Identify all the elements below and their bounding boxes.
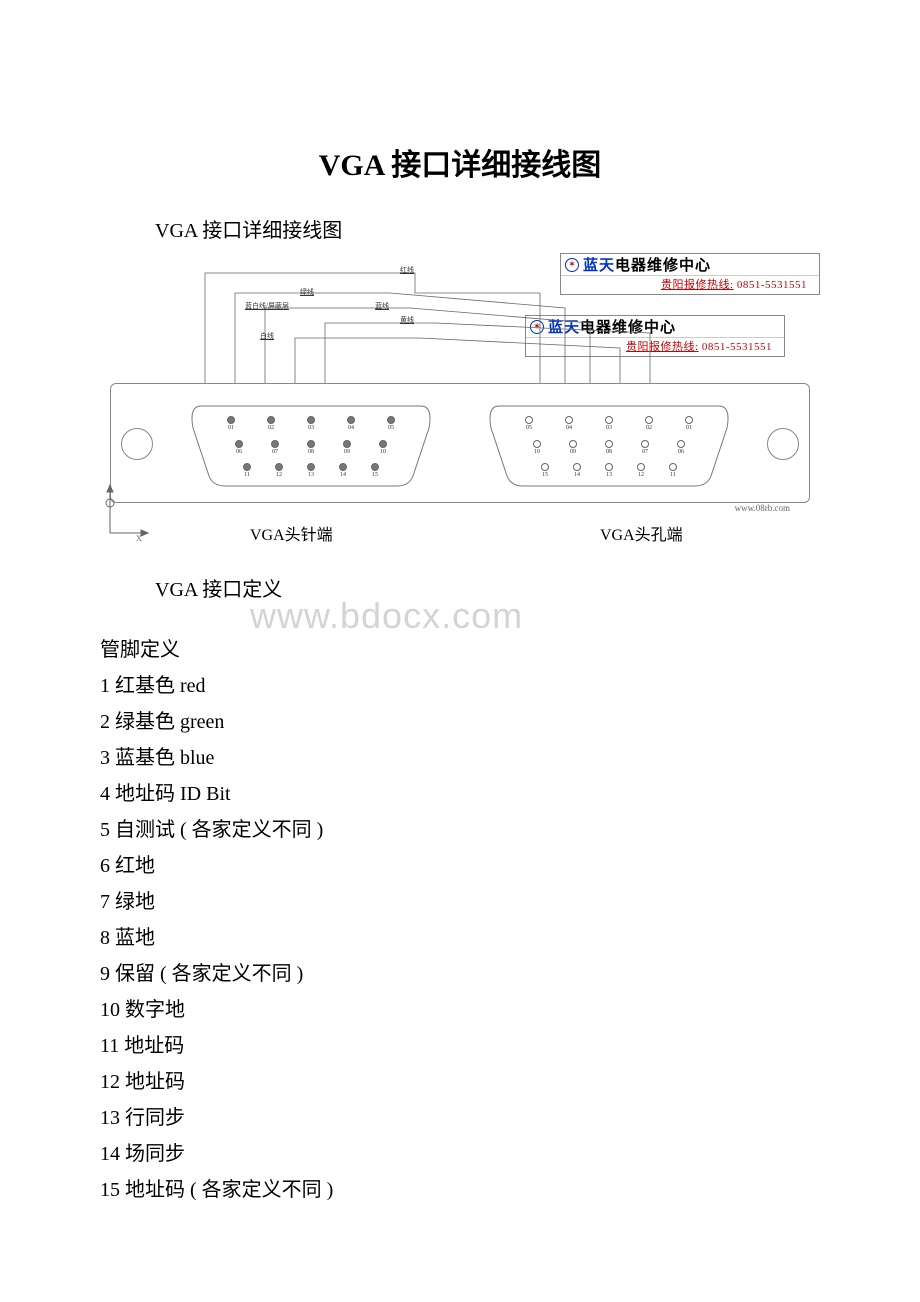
pin-def-line: 6 红地 bbox=[100, 848, 820, 884]
banner-hotline: 贵阳报修热线: 0851-5531551 bbox=[561, 276, 819, 294]
svg-text:X: X bbox=[136, 534, 142, 543]
screw-hole-icon bbox=[121, 428, 153, 460]
wire-label: 蓝白线/屏蔽层 bbox=[245, 301, 289, 311]
watermark-banner-mid: 蓝天 电器维修中心 贵阳报修热线: 0851-5531551 bbox=[525, 315, 785, 357]
pin-def-line: 13 行同步 bbox=[100, 1100, 820, 1136]
sub-heading: VGA 接口详细接线图 bbox=[155, 214, 820, 243]
wire-label: 绿线 bbox=[300, 287, 314, 297]
diagram-url: www.08rb.com bbox=[735, 503, 790, 513]
banner-brand-blue: 蓝天 bbox=[548, 316, 580, 337]
logo-icon bbox=[530, 320, 544, 334]
page-title: VGA 接口详细接线图 bbox=[100, 140, 820, 184]
banner-brand-black: 电器维修中心 bbox=[580, 316, 676, 337]
screw-hole-icon bbox=[767, 428, 799, 460]
vga-female-connector: 05 04 03 02 01 10 09 08 07 06 15 14 13 1… bbox=[479, 398, 739, 490]
pin-definitions: 管脚定义 1 红基色 red 2 绿基色 green 3 蓝基色 blue 4 … bbox=[100, 632, 820, 1208]
banner-brand-blue: 蓝天 bbox=[583, 254, 615, 275]
pin-def-line: 7 绿地 bbox=[100, 884, 820, 920]
wire-label: 红线 bbox=[400, 265, 414, 275]
banner-hotline: 贵阳报修热线: 0851-5531551 bbox=[526, 338, 784, 356]
pin-def-line: 15 地址码 ( 各家定义不同 ) bbox=[100, 1172, 820, 1208]
pin-def-line: 9 保留 ( 各家定义不同 ) bbox=[100, 956, 820, 992]
pin-row-mid: 10 09 08 07 06 bbox=[519, 440, 699, 456]
watermark-banner-top: 蓝天 电器维修中心 贵阳报修热线: 0851-5531551 bbox=[560, 253, 820, 295]
wire-label: 黄线 bbox=[400, 315, 414, 325]
pin-def-line: 3 蓝基色 blue bbox=[100, 740, 820, 776]
logo-icon bbox=[565, 258, 579, 272]
pin-def-line: 10 数字地 bbox=[100, 992, 820, 1028]
connector-label-right: VGA头孔端 bbox=[600, 521, 683, 545]
section-label: VGA 接口定义 bbox=[155, 573, 820, 602]
pin-def-line: 1 红基色 red bbox=[100, 668, 820, 704]
connector-label-left: VGA头针端 bbox=[250, 521, 333, 545]
pin-def-line: 12 地址码 bbox=[100, 1064, 820, 1100]
pin-def-line: 4 地址码 ID Bit bbox=[100, 776, 820, 812]
pin-def-line: 5 自测试 ( 各家定义不同 ) bbox=[100, 812, 820, 848]
pin-def-line: 14 场同步 bbox=[100, 1136, 820, 1172]
pin-def-line: 2 绿基色 green bbox=[100, 704, 820, 740]
pin-row-top: 05 04 03 02 01 bbox=[509, 416, 709, 432]
wire-label: 白线 bbox=[260, 331, 274, 341]
pin-def-header: 管脚定义 bbox=[100, 632, 820, 668]
vga-diagram: 蓝天 电器维修中心 贵阳报修热线: 0851-5531551 蓝天 电器维修中心… bbox=[100, 253, 820, 553]
vga-male-connector: 01 02 03 04 05 06 07 08 09 10 11 12 13 1… bbox=[181, 398, 441, 490]
pin-def-line: 8 蓝地 bbox=[100, 920, 820, 956]
axis-icon: X bbox=[100, 483, 150, 543]
pin-row-bot: 15 14 13 12 11 bbox=[529, 463, 689, 479]
pin-def-line: 11 地址码 bbox=[100, 1028, 820, 1064]
banner-brand-black: 电器维修中心 bbox=[615, 254, 711, 275]
pin-row-mid: 06 07 08 09 10 bbox=[221, 440, 401, 456]
wire-label: 蓝线 bbox=[375, 301, 389, 311]
pin-row-top: 01 02 03 04 05 bbox=[211, 416, 411, 432]
pin-row-bot: 11 12 13 14 15 bbox=[231, 463, 391, 479]
connector-plate: 01 02 03 04 05 06 07 08 09 10 11 12 13 1… bbox=[110, 383, 810, 503]
